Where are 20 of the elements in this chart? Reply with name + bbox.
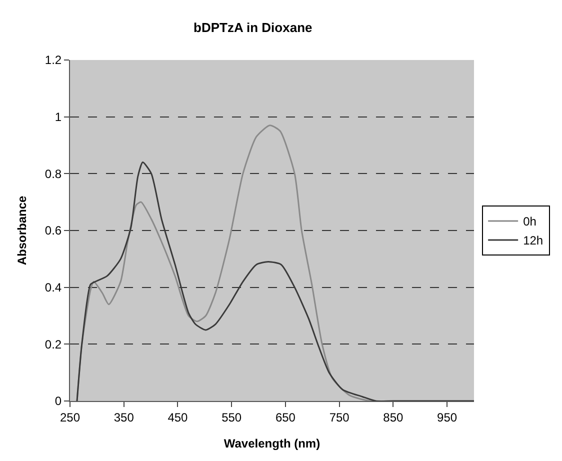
- y-tick-label: 1: [54, 110, 62, 124]
- legend-label: 0h: [523, 214, 536, 229]
- y-tick-label: 0: [54, 394, 62, 408]
- x-axis-title: Wavelength (nm): [224, 436, 320, 450]
- y-tick-label: 0.4: [44, 280, 62, 295]
- chart-title: bDPTzA in Dioxane: [194, 20, 312, 36]
- y-tick-label: 0.8: [44, 166, 62, 181]
- x-tick-label: 350: [114, 410, 134, 424]
- y-tick-label: 0.2: [44, 337, 62, 352]
- x-tick-label: 250: [60, 410, 80, 424]
- x-tick-label: 850: [383, 410, 404, 424]
- legend-label: 12h: [523, 234, 544, 248]
- y-tick-label: 0.6: [44, 224, 62, 238]
- y-tick-label: 1.2: [44, 53, 62, 68]
- x-tick-label: 450: [168, 410, 188, 424]
- x-tick-label: 750: [329, 410, 350, 424]
- y-axis-title: Absorbance: [15, 196, 30, 266]
- x-tick-label: 650: [275, 410, 296, 424]
- x-tick-label: 950: [437, 410, 458, 424]
- x-tick-label: 550: [222, 410, 242, 424]
